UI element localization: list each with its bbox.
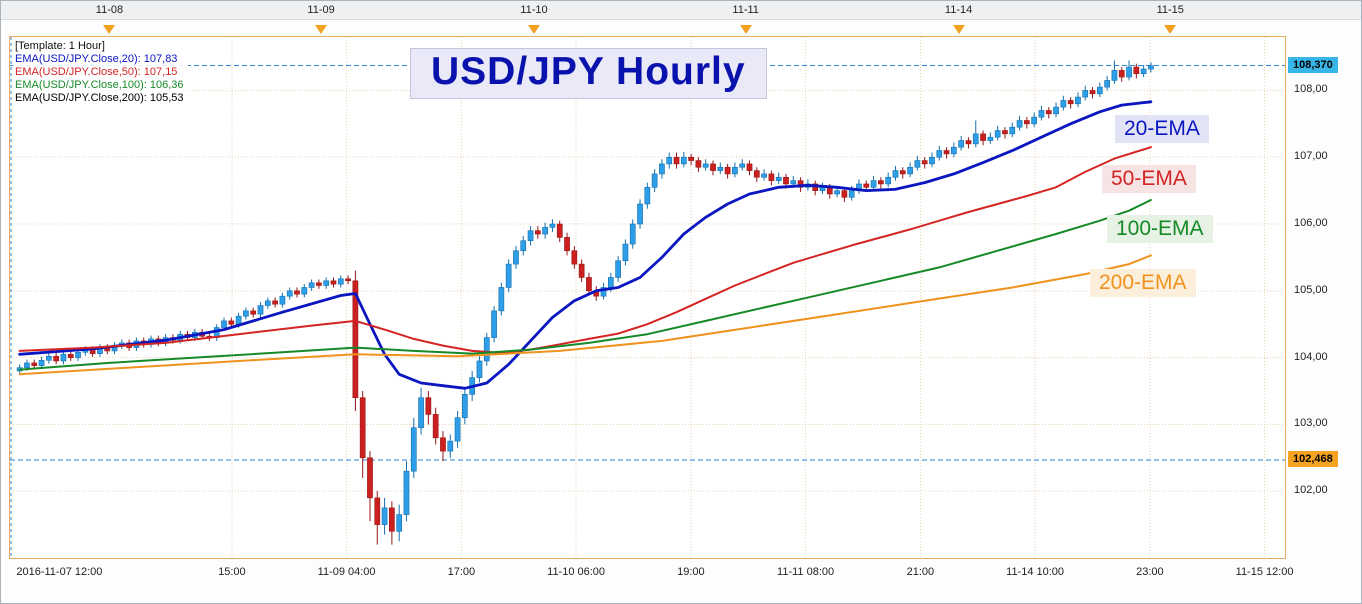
plot-frame[interactable]: [Template: 1 Hour] EMA(USD/JPY.Close,20)… xyxy=(9,36,1286,559)
marked-price-tag: 102,468 xyxy=(1288,450,1338,467)
ema-legend-item: EMA(USD/JPY.Close,200): 105,53 xyxy=(15,92,184,104)
price-axis[interactable]: 108,00 107,00 106,00 105,00 104,00 103,00 102,… xyxy=(1288,1,1361,603)
top-date-axis[interactable]: 11-08 11-09 11-10 11-11 11-14 11-15 xyxy=(1,1,1361,20)
ema-legend-item: EMA(USD/JPY.Close,20): 107,83 xyxy=(15,53,178,65)
time-tick-label: 11-14 10:00 xyxy=(1006,566,1065,578)
ema-legend-item: EMA(USD/JPY.Close,100): 106,36 xyxy=(15,79,184,91)
ema-line-label: 200-EMA xyxy=(1090,269,1196,297)
chart-title: USD/JPY Hourly xyxy=(410,48,767,99)
date-marker-icon xyxy=(952,25,965,34)
marker-layer xyxy=(1,1,1361,36)
top-date-label: 11-08 xyxy=(95,4,124,16)
price-tick-label: 103,00 xyxy=(1294,417,1328,430)
top-date-label: 11-14 xyxy=(944,4,973,16)
time-tick-label: 23:00 xyxy=(1136,566,1164,578)
time-tick-label: 15:00 xyxy=(218,566,246,578)
time-tick-label: 17:00 xyxy=(447,566,476,578)
time-tick-label: 11-09 04:00 xyxy=(317,566,376,578)
template-label: [Template: 1 Hour] xyxy=(15,40,105,52)
current-price-tag: 108,370 xyxy=(1288,56,1338,73)
time-axis[interactable]: 2016-11-07 12:00 15:00 11-09 04:00 17:00 11-… xyxy=(9,562,1293,584)
date-marker-icon xyxy=(739,25,752,34)
top-date-label: 11-15 xyxy=(1156,4,1184,16)
ema-line-label: 100-EMA xyxy=(1107,215,1213,243)
indicator-legend: [Template: 1 Hour] EMA(USD/JPY.Close,20)… xyxy=(13,39,188,107)
date-marker-icon xyxy=(315,25,328,34)
price-tick-label: 105,00 xyxy=(1294,283,1328,296)
time-tick-label: 11-10 06:00 xyxy=(547,566,606,578)
price-tick-label: 106,00 xyxy=(1294,217,1328,230)
ema-legend-item: EMA(USD/JPY.Close,50): 107,15 xyxy=(15,66,178,78)
price-chart[interactable] xyxy=(10,37,1285,558)
ema-line-label: 20-EMA xyxy=(1115,115,1209,143)
top-date-label: 11-10 xyxy=(520,4,548,16)
top-date-label: 11-11 xyxy=(732,4,759,16)
time-tick-label: 2016-11-07 12:00 xyxy=(16,566,103,578)
date-marker-icon xyxy=(1164,25,1177,34)
ema-line-label: 50-EMA xyxy=(1102,165,1196,193)
price-tick-label: 102,00 xyxy=(1294,484,1328,497)
time-tick-label: 19:00 xyxy=(677,566,705,578)
time-tick-label: 11-15 12:00 xyxy=(1235,566,1294,578)
price-tick-label: 107,00 xyxy=(1294,150,1328,163)
top-date-label: 11-09 xyxy=(307,4,335,16)
time-tick-label: 21:00 xyxy=(906,566,935,578)
date-marker-icon xyxy=(103,25,116,34)
price-tick-label: 104,00 xyxy=(1294,350,1328,363)
date-marker-icon xyxy=(528,25,541,34)
time-tick-label: 11-11 08:00 xyxy=(777,566,835,578)
price-tick-label: 108,00 xyxy=(1294,83,1328,96)
